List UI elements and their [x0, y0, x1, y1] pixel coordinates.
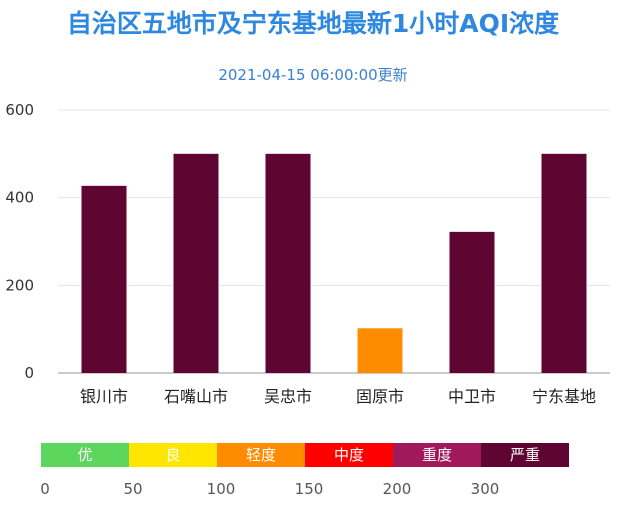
legend-tick-label: 50: [123, 480, 143, 498]
bar: [81, 185, 127, 373]
bar: [357, 328, 403, 373]
x-category-label: 中卫市: [448, 387, 496, 406]
aqi-legend-ticks: 0 50 100 150 200 300: [0, 480, 626, 500]
y-tick-label: 400: [5, 189, 34, 207]
x-category-label: 银川市: [80, 387, 128, 406]
bar-chart: 0 200 400 600 银川市 石嘴山市 吴忠市 固原市 中卫市 宁东基地: [5, 101, 610, 406]
legend-tick-label: 0: [40, 480, 50, 498]
x-category-label: 固原市: [356, 387, 404, 406]
legend-segment: 重度: [393, 443, 481, 467]
bar: [449, 231, 495, 373]
aqi-legend: 优良轻度 中度 重度 严重: [41, 443, 569, 467]
legend-tick-label: 200: [382, 480, 412, 498]
y-tick-label: 0: [24, 364, 34, 382]
legend-segment: 良: [129, 443, 217, 467]
legend-tick-label: 100: [206, 480, 236, 498]
legend-segment: 轻度: [217, 443, 305, 467]
bar: [265, 153, 311, 373]
y-tick-label: 200: [5, 276, 34, 294]
legend-segment: 严重: [481, 443, 569, 467]
legend-tick-label: 150: [294, 480, 324, 498]
y-tick-label: 600: [5, 101, 34, 119]
x-category-label: 吴忠市: [264, 387, 312, 406]
legend-segment: 中度: [305, 443, 393, 467]
legend-segment: 优: [41, 443, 129, 467]
bar: [173, 153, 219, 373]
chart-title: 自治区五地市及宁东基地最新1小时AQI浓度: [66, 9, 560, 38]
x-category-label: 石嘴山市: [164, 387, 228, 406]
chart-subtitle: 2021-04-15 06:00:00更新: [218, 66, 408, 84]
bar: [541, 153, 587, 373]
legend-tick-label: 300: [470, 480, 500, 498]
x-category-label: 宁东基地: [532, 387, 596, 406]
